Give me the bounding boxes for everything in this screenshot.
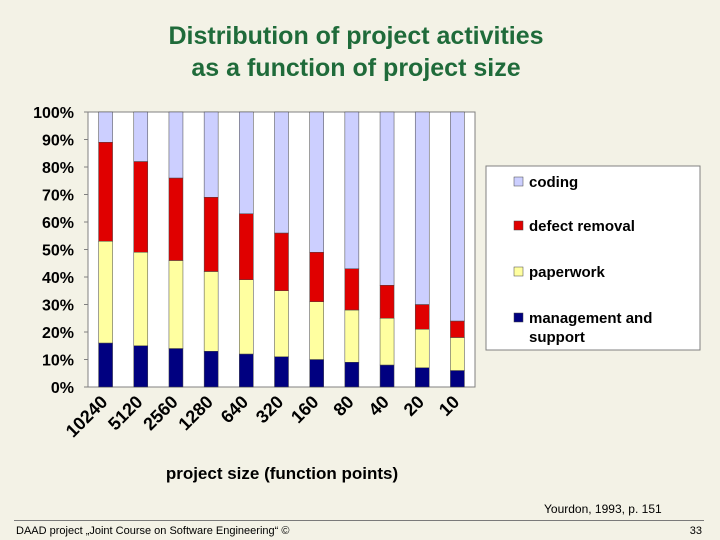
bar-segment-defect-removal [379, 285, 395, 319]
legend-swatch-management-and-support [513, 312, 524, 323]
bar-segment-management-and-support [203, 351, 219, 388]
x-tick-label: 160 [287, 392, 322, 427]
bar-segment-coding [379, 111, 395, 286]
legend-label: paperwork [529, 264, 606, 281]
x-tick-label: 320 [252, 392, 287, 427]
bars [98, 111, 465, 388]
y-tick-label: 60% [42, 215, 74, 232]
bar-segment-management-and-support [414, 367, 430, 388]
x-tick-label: 10 [435, 392, 463, 420]
y-tick-label: 0% [51, 380, 74, 397]
y-tick-label: 10% [42, 353, 74, 370]
y-tick-label: 70% [42, 188, 74, 205]
bar-segment-paperwork [274, 290, 289, 357]
x-tick-label: 5120 [104, 392, 146, 434]
legend-swatch-coding [513, 176, 524, 187]
bar-segment-defect-removal [168, 177, 184, 261]
bar-segment-management-and-support [309, 359, 324, 388]
bar-segment-management-and-support [98, 342, 113, 388]
bar-segment-management-and-support [239, 353, 254, 388]
bar-segment-paperwork [168, 260, 184, 349]
y-tick-label: 90% [42, 133, 74, 150]
y-tick-label: 20% [42, 325, 74, 342]
slide-title: Distribution of project activities as a … [0, 20, 712, 84]
bar-segment-management-and-support [379, 364, 395, 388]
x-tick-label: 10240 [62, 392, 112, 442]
x-tick-label: 20 [400, 392, 428, 420]
bar-segment-coding [203, 111, 219, 198]
bar-segment-management-and-support [450, 370, 465, 388]
legend-swatch-paperwork [513, 266, 524, 277]
bar-segment-paperwork [450, 337, 465, 371]
y-tick-label: 100% [33, 105, 74, 122]
bar-segment-paperwork [309, 301, 324, 360]
bar-segment-paperwork [344, 309, 360, 363]
bar-segment-defect-removal [309, 252, 324, 302]
citation: Yourdon, 1993, p. 151 [544, 502, 662, 516]
bar-segment-coding [309, 111, 324, 253]
legend: coding defect removal paperwork management … [485, 165, 701, 351]
x-tick-label: 2560 [139, 392, 181, 434]
y-tick-label: 30% [42, 298, 74, 315]
x-tick-label: 1280 [175, 392, 217, 434]
bar-segment-management-and-support [344, 362, 360, 388]
bar-segment-coding [133, 111, 149, 162]
x-tick-label: 40 [365, 392, 393, 420]
bar-segment-defect-removal [344, 268, 360, 311]
bar-segment-management-and-support [274, 356, 289, 388]
page-number: 33 [689, 525, 702, 537]
bar-segment-paperwork [133, 252, 149, 346]
footer-divider [14, 520, 704, 521]
bar-segment-defect-removal [133, 161, 149, 253]
bar-segment-defect-removal [274, 232, 289, 291]
x-axis-title: project size (function points) [166, 464, 398, 483]
y-tick-label: 80% [42, 160, 74, 177]
x-tick-label: 640 [217, 392, 252, 427]
bar-segment-paperwork [203, 271, 219, 352]
bar-segment-coding [450, 111, 465, 322]
bar-segment-defect-removal [203, 197, 219, 272]
bar-segment-defect-removal [414, 304, 430, 330]
bar-segment-paperwork [239, 279, 254, 355]
legend-label: management and support [529, 310, 652, 346]
bar-segment-coding [344, 111, 360, 269]
y-axis: 0% 10% 20% 30% 40% 50% 60% 70% 80% 90% 100% [33, 105, 88, 397]
legend-label: coding [529, 174, 578, 191]
legend-swatch-defect-removal [513, 220, 524, 231]
slide-title-line-1: Distribution of project activities [168, 22, 544, 50]
legend-label: defect removal [529, 218, 635, 235]
bar-segment-coding [414, 111, 430, 305]
bar-segment-paperwork [414, 329, 430, 368]
footer-text: DAAD project „Joint Course on Software E… [16, 525, 290, 537]
bar-segment-coding [239, 111, 254, 214]
bar-segment-defect-removal [450, 320, 465, 338]
y-tick-label: 40% [42, 270, 74, 287]
bar-segment-defect-removal [98, 142, 113, 242]
bar-segment-defect-removal [239, 213, 254, 280]
x-tick-label: 80 [329, 392, 357, 420]
bar-segment-coding [98, 111, 113, 143]
bar-segment-paperwork [379, 318, 395, 366]
y-tick-label: 50% [42, 243, 74, 260]
bar-segment-coding [274, 111, 289, 234]
bar-segment-paperwork [98, 241, 113, 344]
bar-segment-management-and-support [133, 345, 149, 388]
bar-segment-coding [168, 111, 184, 179]
slide-title-line-2: as a function of project size [191, 54, 521, 82]
bar-segment-management-and-support [168, 348, 184, 388]
